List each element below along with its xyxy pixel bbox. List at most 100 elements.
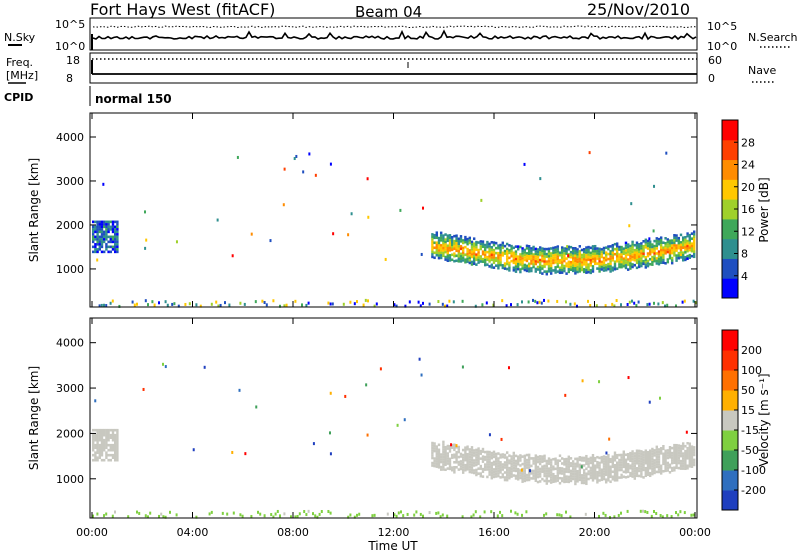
scatter-cell	[444, 460, 447, 464]
freq-right-tick-top: 60	[708, 54, 722, 67]
scatter-cell	[554, 268, 557, 272]
scatter-cell	[545, 474, 548, 478]
scatter-cell	[530, 269, 533, 273]
scatter-cell	[560, 479, 564, 483]
scatter-cell	[523, 454, 526, 458]
scatter-cell	[499, 466, 502, 469]
scatter-cell	[419, 304, 422, 308]
scatter-cell	[648, 459, 652, 463]
scatter-cell	[107, 443, 110, 447]
scatter-cell	[582, 456, 586, 460]
scatter-cell	[587, 462, 590, 466]
scatter-cell	[624, 249, 628, 252]
scatter-cell	[475, 253, 478, 256]
scatter-cell	[611, 477, 614, 481]
scatter-cell	[470, 463, 474, 467]
scatter-cell	[534, 456, 537, 460]
scatter-cell	[470, 243, 474, 246]
scatter-cell	[558, 481, 562, 485]
scatter-cell	[521, 480, 524, 483]
scatter-cell	[646, 455, 650, 459]
scatter-cell	[453, 448, 456, 452]
scatter-cell	[571, 475, 575, 478]
scatter-cell	[470, 448, 474, 452]
scatter-cell	[464, 466, 467, 470]
scatter-cell	[679, 452, 683, 455]
scatter-cell	[692, 247, 696, 251]
scatter-cell	[501, 453, 504, 456]
scatter-cell	[620, 248, 623, 251]
scatter-cell	[651, 452, 654, 456]
scatter-cell	[530, 464, 533, 468]
scatter-cell	[547, 260, 551, 263]
scatter-cell	[114, 448, 117, 452]
scatter-cell	[657, 455, 661, 459]
scatter-cell	[492, 243, 496, 247]
scatter-cell	[402, 514, 405, 518]
scatter-cell	[173, 302, 176, 306]
scatter-cell	[475, 456, 478, 459]
scatter-cell	[560, 268, 564, 272]
scatter-cell	[644, 456, 647, 460]
scatter-cell	[490, 258, 493, 262]
scatter-cell	[609, 265, 612, 268]
scatter-cell	[543, 472, 546, 475]
scatter-cell	[466, 457, 469, 461]
scatter-cell	[521, 247, 524, 250]
scatter-cell	[635, 474, 639, 478]
scatter-cell	[664, 454, 667, 458]
power-panel-frame	[89, 112, 698, 308]
scatter-cell	[648, 237, 651, 241]
scatter-cell	[525, 463, 529, 467]
scatter-cell	[604, 251, 608, 254]
scatter-cell	[497, 457, 500, 460]
scatter-cell	[611, 243, 614, 247]
scatter-cell	[618, 260, 621, 264]
scatter-cell	[439, 256, 443, 260]
scatter-cell	[585, 256, 588, 259]
scatter-cell	[116, 225, 119, 229]
scatter-cell	[644, 243, 647, 247]
scatter-cell	[98, 431, 101, 434]
scatter-cell	[580, 465, 583, 469]
scatter-cell	[257, 510, 259, 514]
colorbar-tick-label: 16	[741, 203, 755, 216]
scatter-cell	[238, 388, 241, 392]
scatter-cell	[563, 269, 566, 273]
scatter-cell	[105, 453, 108, 457]
scatter-cell	[549, 458, 553, 462]
scatter-cell	[554, 467, 557, 471]
scatter-cell	[516, 260, 520, 263]
scatter-cell	[558, 454, 562, 458]
scatter-cell	[598, 464, 601, 467]
scatter-cell	[571, 470, 575, 473]
scatter-cell	[536, 248, 540, 251]
scatter-cell	[525, 466, 529, 469]
scatter-cell	[596, 460, 599, 464]
scatter-cell	[651, 455, 654, 458]
scatter-cell	[686, 254, 689, 258]
scatter-cell	[666, 240, 669, 244]
scatter-cell	[618, 258, 621, 261]
scatter-cell	[503, 478, 507, 482]
scatter-cell	[567, 263, 570, 266]
scatter-cell	[639, 509, 642, 513]
scatter-cell	[560, 457, 564, 460]
scatter-cell	[514, 459, 518, 463]
scatter-cell	[664, 457, 667, 460]
scatter-cell	[690, 247, 694, 250]
scatter-cell	[529, 469, 532, 473]
scatter-cell	[662, 251, 665, 254]
scatter-cell	[519, 454, 522, 457]
scatter-cell	[664, 464, 667, 468]
scatter-cell	[558, 476, 562, 480]
scatter-cell	[109, 448, 112, 452]
noise-left-label: N.Sky	[4, 31, 36, 44]
scatter-cell	[276, 509, 279, 513]
scatter-cell	[585, 271, 588, 274]
scatter-cell	[92, 245, 95, 249]
scatter-cell	[446, 452, 449, 455]
scatter-cell	[508, 461, 511, 465]
scatter-cell	[107, 230, 110, 234]
scatter-cell	[657, 302, 660, 306]
